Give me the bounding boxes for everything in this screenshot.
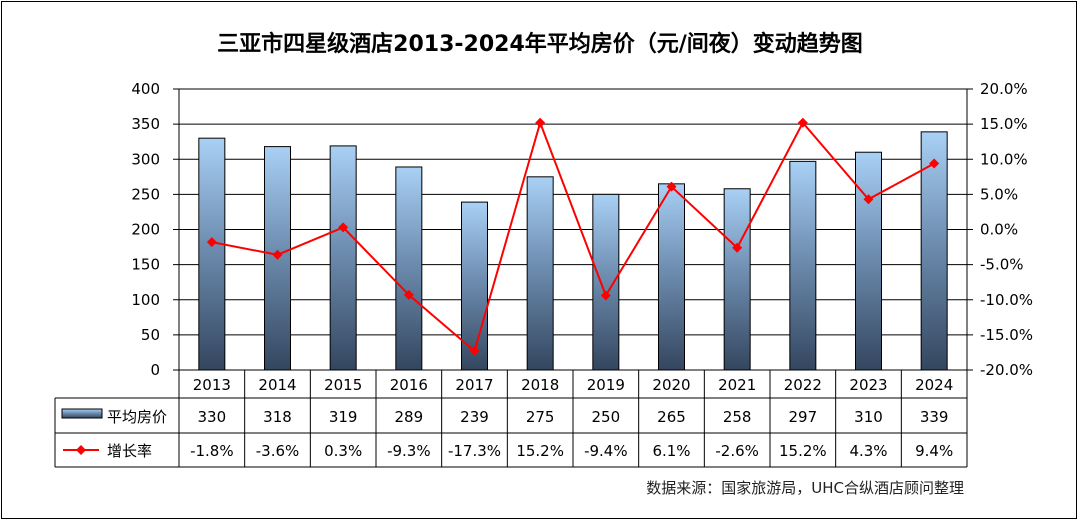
source-note: 数据来源：国家旅游局，UHC合纵酒店顾问整理 [646, 479, 964, 497]
bar-2020 [658, 183, 685, 371]
x-tick-label: 2022 [784, 376, 822, 394]
growth-rate-line [211, 119, 935, 353]
table-cell-growth: -9.4% [584, 442, 628, 460]
y-left-tick-label: 0 [150, 361, 160, 379]
bar-2016 [395, 166, 423, 371]
x-tick-label: 2015 [324, 376, 362, 394]
table-cell-growth: -3.6% [256, 442, 300, 460]
x-tick-label: 2024 [915, 376, 953, 394]
table-cell-growth: 6.1% [652, 442, 690, 460]
x-tick-label: 2014 [258, 376, 296, 394]
y-left-tick-label: 300 [131, 150, 160, 168]
y-left-tick-label: 50 [141, 326, 160, 344]
table-cell-growth: 15.2% [779, 442, 827, 460]
y-left-tick-label: 200 [131, 221, 160, 239]
y-left-tick-label: 100 [131, 291, 160, 309]
table-cell-price: 318 [263, 408, 292, 426]
y-right-tick-label: 5.0% [980, 185, 1018, 203]
y-right-tick-label: 10.0% [980, 150, 1028, 168]
bar-2019 [592, 193, 620, 371]
x-tick-label: 2013 [193, 376, 231, 394]
axes: 0 50 100 150 200 250 300 350 400 -20.0% -15.0% -10.… [131, 80, 1033, 379]
table-cell-price: 339 [920, 408, 949, 426]
table-cell-price: 258 [723, 408, 752, 426]
table-cell-growth: -2.6% [715, 442, 759, 460]
gridlines [179, 88, 967, 371]
y-left-tick-label: 400 [131, 80, 160, 98]
x-tick-label: 2016 [390, 376, 428, 394]
x-tick-label: 2017 [455, 376, 493, 394]
y-left-tick-label: 350 [131, 115, 160, 133]
line-series [206, 117, 940, 357]
bar-2013 [198, 137, 226, 371]
bar-2024 [920, 131, 948, 371]
growth-rate-point-2021 [732, 242, 743, 253]
table-cell-price: 319 [329, 408, 358, 426]
growth-rate-point-2015 [338, 222, 349, 233]
table-cell-growth: 0.3% [324, 442, 362, 460]
bar-series [198, 131, 948, 371]
bar-2021 [723, 188, 751, 371]
legend-bar-swatch [61, 408, 103, 419]
chart-title: 三亚市四星级酒店2013-2024年平均房价（元/间夜）变动趋势图 [217, 31, 863, 57]
growth-rate-point-2022 [797, 117, 808, 128]
growth-rate-point-2024 [929, 158, 940, 169]
table-cell-price: 239 [460, 408, 489, 426]
x-tick-label: 2020 [652, 376, 690, 394]
x-tick-label: 2023 [849, 376, 887, 394]
table-cell-price: 265 [657, 408, 686, 426]
table-cell-price: 250 [592, 408, 621, 426]
y-right-tick-label: -15.0% [980, 326, 1033, 344]
legend-line-marker [76, 445, 86, 455]
y-right-tick-label: 15.0% [980, 115, 1028, 133]
table-cell-growth: -1.8% [190, 442, 234, 460]
growth-rate-point-2018 [535, 117, 546, 128]
y-left-tick-label: 150 [131, 256, 160, 274]
table-cell-price: 275 [526, 408, 555, 426]
y-right-tick-label: 0.0% [980, 221, 1018, 239]
growth-rate-point-2019 [600, 290, 611, 301]
table-cell-growth: -9.3% [387, 442, 431, 460]
y-right-tick-label: -10.0% [980, 291, 1033, 309]
growth-rate-point-2023 [863, 194, 874, 205]
y-right-tick-label: -20.0% [980, 361, 1033, 379]
table-cell-price: 289 [395, 408, 424, 426]
data-table: 2013 2014 2015 2016 2017 2018 2019 2020 2021 2022… [54, 369, 968, 468]
table-cell-growth: -17.3% [448, 442, 501, 460]
growth-rate-point-2016 [403, 289, 414, 300]
y-right-tick-label: 20.0% [980, 80, 1028, 98]
growth-rate-point-2020 [666, 181, 677, 192]
legend-bar-label: 平均房价 [107, 408, 167, 426]
growth-rate-point-2014 [272, 249, 283, 260]
bar-2017 [461, 201, 488, 371]
bar-2022 [789, 160, 817, 371]
x-tick-label: 2021 [718, 376, 756, 394]
bar-2023 [855, 151, 882, 371]
legend-line-label: 增长率 [107, 442, 152, 460]
y-right-tick-label: -5.0% [980, 256, 1024, 274]
x-tick-label: 2019 [587, 376, 625, 394]
bar-2018 [526, 176, 554, 371]
table-cell-growth: 9.4% [915, 442, 953, 460]
x-tick-label: 2018 [521, 376, 559, 394]
table-cell-price: 297 [789, 408, 818, 426]
table-cell-price: 330 [198, 408, 227, 426]
y-left-tick-label: 250 [131, 185, 160, 203]
growth-rate-point-2013 [206, 237, 217, 248]
growth-rate-point-2017 [469, 346, 480, 357]
bar-2015 [329, 145, 357, 371]
table-cell-price: 310 [854, 408, 883, 426]
table-cell-growth: 4.3% [849, 442, 887, 460]
table-cell-growth: 15.2% [516, 442, 564, 460]
